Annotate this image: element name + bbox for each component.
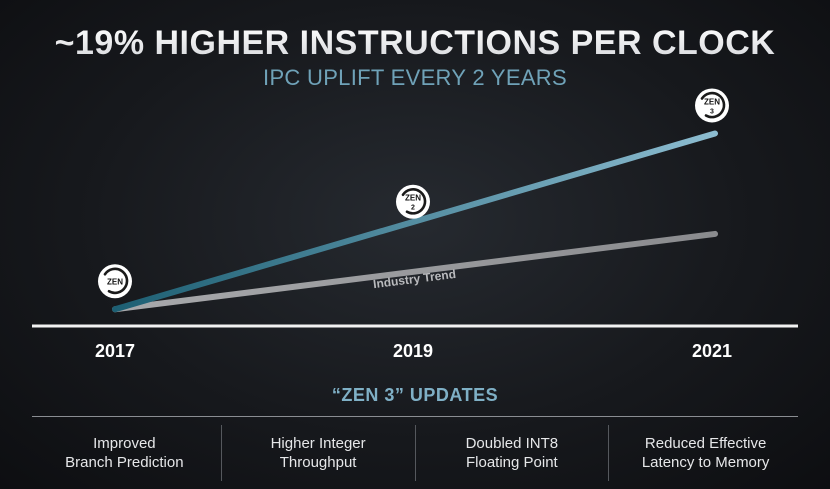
zen2-logo-icon-ring xyxy=(401,188,427,215)
zen-point-sublabel-1: 2 xyxy=(411,205,415,212)
x-tick-label-2019: 2019 xyxy=(392,341,434,361)
updates-title: “ZEN 3” UPDATES xyxy=(331,385,499,405)
update-item-integer-throughput: Higher Integer Throughput xyxy=(220,425,415,481)
x-tick-label-2021: 2021 xyxy=(691,341,733,361)
updates-list: Improved Branch Prediction Higher Intege… xyxy=(28,425,802,481)
industry-trend-line xyxy=(112,230,718,313)
update-item-branch-prediction: Improved Branch Prediction xyxy=(65,435,184,471)
update-item-int8-floating-point: Doubled INT8 Floating Point xyxy=(414,425,609,481)
zen-point-label-2: ZEN xyxy=(704,97,720,106)
zen-ipc-line xyxy=(112,130,718,313)
zen-point-sublabel-2: 3 xyxy=(710,108,714,115)
zen-point-label-1: ZEN xyxy=(405,194,421,203)
update-item-memory-latency: Reduced Effective Latency to Memory xyxy=(608,425,802,481)
chart-title: ~19% HIGHER INSTRUCTIONS PER CLOCK xyxy=(0,24,830,63)
x-tick-label-2017: 2017 xyxy=(94,341,136,361)
zen3-logo-icon-ring xyxy=(700,91,726,119)
updates-divider xyxy=(32,416,798,417)
chart-subtitle: IPC UPLIFT EVERY 2 YEARS xyxy=(263,65,567,90)
zen-logo-icon-ring xyxy=(103,267,129,295)
zen-point-label-0: ZEN xyxy=(107,277,123,286)
